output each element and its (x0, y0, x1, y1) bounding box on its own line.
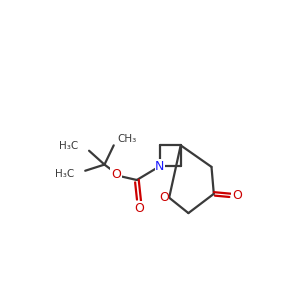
Text: O: O (159, 191, 169, 204)
Text: O: O (111, 168, 121, 181)
Text: O: O (134, 202, 144, 215)
Text: N: N (155, 160, 165, 172)
Text: H₃C: H₃C (59, 141, 78, 151)
Text: CH₃: CH₃ (118, 134, 137, 144)
Text: O: O (232, 189, 242, 202)
Text: H₃C: H₃C (55, 169, 74, 179)
